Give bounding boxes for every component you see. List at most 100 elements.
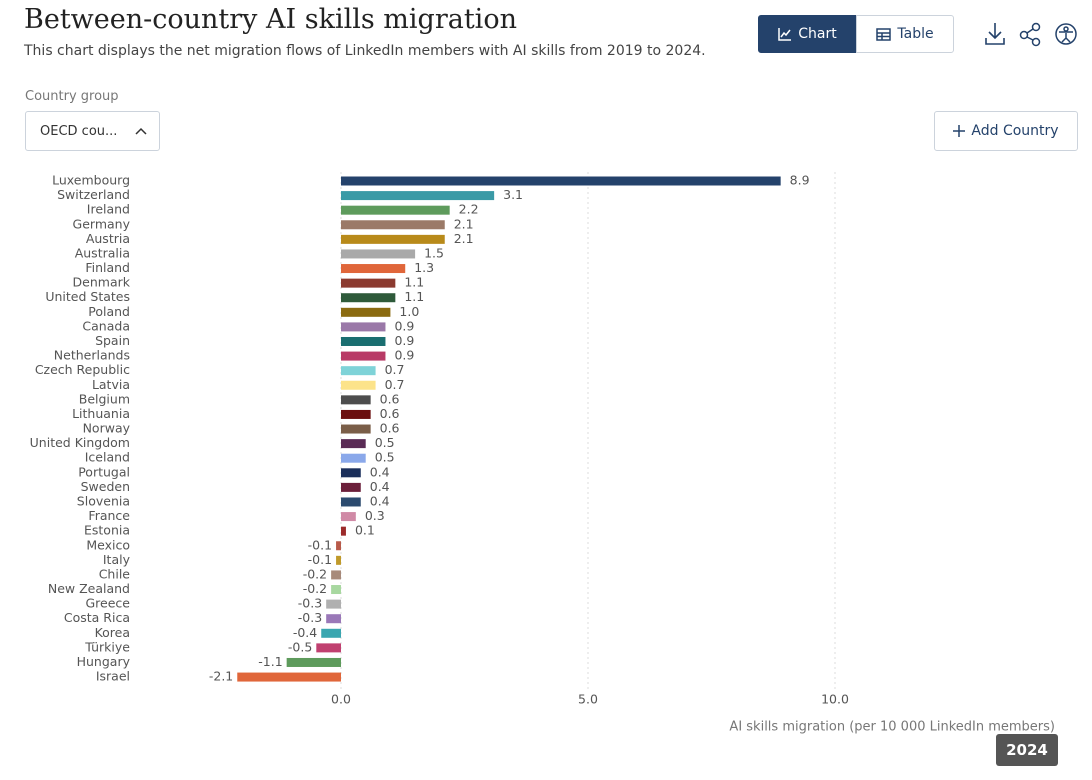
bar xyxy=(341,526,346,536)
value-label: -0.4 xyxy=(293,625,317,640)
bar xyxy=(326,599,341,609)
bar xyxy=(326,614,341,624)
bar xyxy=(341,191,495,201)
bar xyxy=(331,585,341,595)
y-tick-label: Canada xyxy=(82,318,130,333)
bar xyxy=(341,366,376,376)
value-label: 1.3 xyxy=(414,260,434,275)
bar xyxy=(341,395,371,405)
plus-icon xyxy=(953,125,966,137)
value-label: -0.5 xyxy=(288,639,312,654)
bar xyxy=(286,657,341,667)
y-tick-label: France xyxy=(88,508,130,523)
y-tick-label: United Kingdom xyxy=(30,435,130,450)
y-tick-label: Chile xyxy=(99,566,131,581)
value-label: 3.1 xyxy=(503,187,523,202)
y-tick-label: New Zealand xyxy=(48,581,130,596)
value-label: 1.1 xyxy=(404,275,424,290)
subtitle: This chart displays the net migration fl… xyxy=(24,43,706,59)
bar xyxy=(341,278,396,288)
value-label: -0.3 xyxy=(298,596,322,611)
country-group-value: OECD cou... xyxy=(40,123,118,139)
value-label: 0.5 xyxy=(375,450,395,465)
country-group-label: Country group xyxy=(25,89,119,104)
value-label: -0.1 xyxy=(308,537,332,552)
y-tick-label: Switzerland xyxy=(57,187,130,202)
y-tick-label: Italy xyxy=(103,552,131,567)
bar xyxy=(341,409,371,419)
value-label: 0.6 xyxy=(380,391,400,406)
value-label: 0.5 xyxy=(375,435,395,450)
value-label: 0.7 xyxy=(385,377,405,392)
y-tick-label: Mexico xyxy=(86,537,130,552)
bar xyxy=(237,672,341,682)
y-tick-label: Austria xyxy=(86,231,130,246)
toolbar-icons xyxy=(985,22,1077,47)
value-label: 0.6 xyxy=(380,421,400,436)
accessibility-icon[interactable] xyxy=(1055,23,1077,45)
y-tick-label: Portugal xyxy=(78,464,130,479)
y-tick-label: Latvia xyxy=(92,377,130,392)
value-label: -0.2 xyxy=(303,581,327,596)
value-label: 0.3 xyxy=(365,508,385,523)
value-label: 1.0 xyxy=(399,304,419,319)
country-group-select[interactable]: OECD cou... xyxy=(25,111,160,151)
x-tick-label: 10.0 xyxy=(821,692,849,707)
x-tick-label: 0.0 xyxy=(331,692,351,707)
bar xyxy=(341,424,371,434)
year-tooltip[interactable]: 2024 xyxy=(996,734,1058,766)
download-icon[interactable] xyxy=(985,23,1005,45)
bar xyxy=(341,249,416,259)
y-tick-label: Greece xyxy=(86,596,131,611)
bar xyxy=(341,293,396,303)
value-label: 0.6 xyxy=(380,406,400,421)
value-label: 0.4 xyxy=(370,479,390,494)
bar xyxy=(336,541,341,551)
chart-button[interactable]: Chart xyxy=(758,15,857,53)
x-axis-label: AI skills migration (per 10 000 LinkedIn… xyxy=(729,720,1055,735)
bar xyxy=(341,205,450,215)
title: Between-country AI skills migration xyxy=(24,4,517,35)
bar xyxy=(331,570,341,580)
table-button[interactable]: Table xyxy=(856,15,954,53)
y-tick-label: United States xyxy=(45,289,130,304)
chart-icon xyxy=(778,28,792,41)
y-tick-label: Netherlands xyxy=(54,348,130,363)
value-label: -0.2 xyxy=(303,566,327,581)
y-tick-label: Finland xyxy=(85,260,130,275)
bar xyxy=(341,322,386,332)
y-tick-label: Israel xyxy=(96,669,130,684)
share-icon[interactable] xyxy=(1019,22,1041,47)
add-country-button[interactable]: Add Country xyxy=(934,111,1078,151)
y-tick-label: Germany xyxy=(73,216,131,231)
bar xyxy=(341,351,386,361)
bar xyxy=(341,336,386,346)
y-tick-label: Costa Rica xyxy=(64,610,130,625)
table-label: Table xyxy=(897,26,934,42)
value-label: 0.9 xyxy=(394,318,414,333)
bar xyxy=(336,555,341,565)
bar xyxy=(341,453,366,463)
y-tick-label: Korea xyxy=(95,625,130,640)
value-label: 2.1 xyxy=(454,231,474,246)
table-icon xyxy=(876,27,892,41)
y-tick-label: Czech Republic xyxy=(35,362,130,377)
value-label: 2.2 xyxy=(459,202,479,217)
value-label: 1.5 xyxy=(424,245,444,260)
y-tick-label: Estonia xyxy=(84,523,130,538)
y-tick-label: Ireland xyxy=(87,202,130,217)
y-tick-label: Lithuania xyxy=(72,406,130,421)
value-label: 0.4 xyxy=(370,464,390,479)
x-tick-label: 5.0 xyxy=(578,692,598,707)
value-label: 0.9 xyxy=(394,333,414,348)
y-tick-label: Iceland xyxy=(85,450,130,465)
value-label: 8.9 xyxy=(790,173,810,188)
chart-label: Chart xyxy=(798,26,837,42)
add-country-label: Add Country xyxy=(971,123,1059,139)
value-label: 1.1 xyxy=(404,289,424,304)
bar xyxy=(341,234,445,244)
bar xyxy=(341,468,361,478)
bar xyxy=(341,176,781,186)
